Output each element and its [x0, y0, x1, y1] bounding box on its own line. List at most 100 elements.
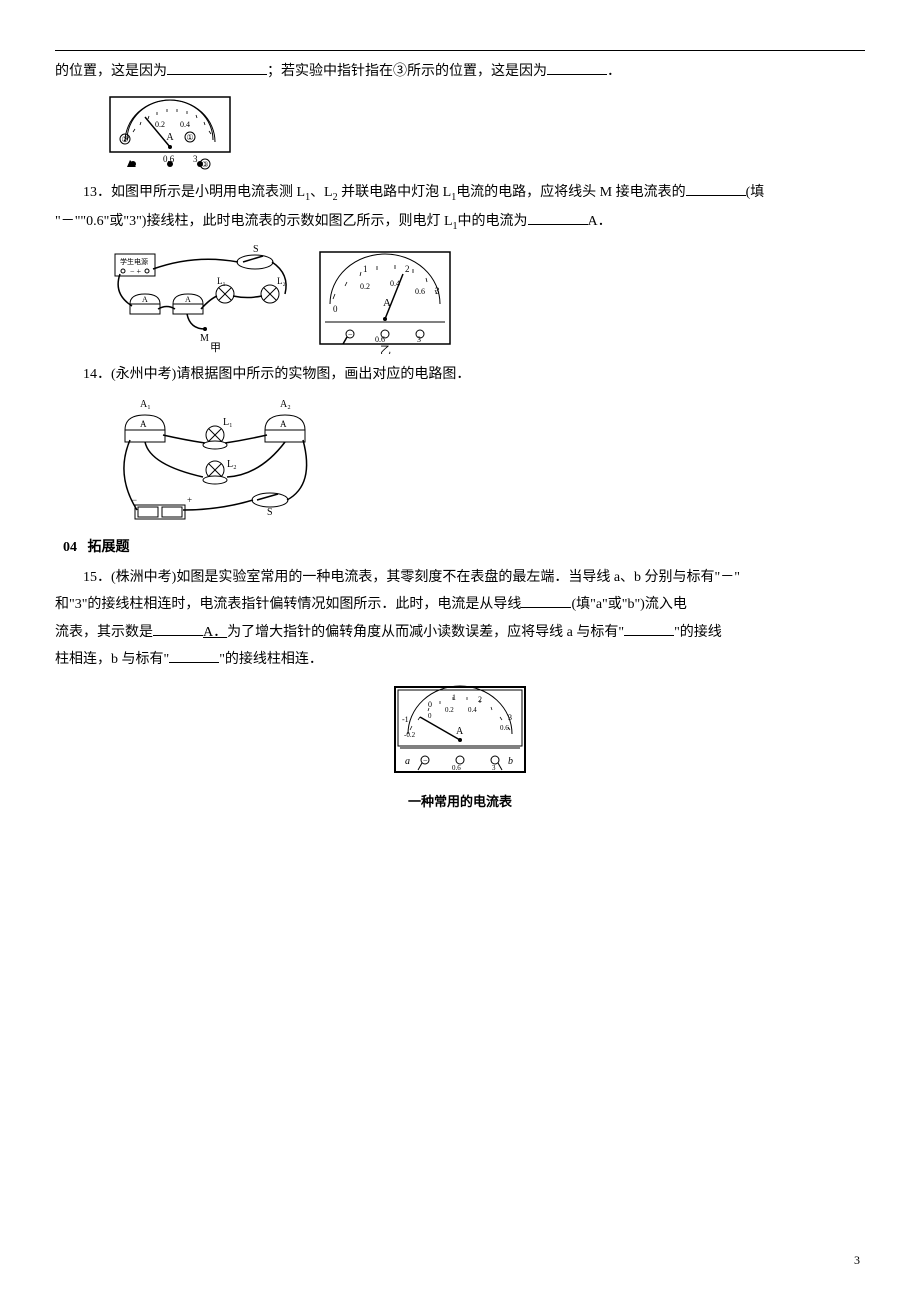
q12-end: ． [607, 64, 621, 79]
svg-text:1: 1 [452, 693, 456, 702]
svg-text:L₂: L₂ [227, 459, 237, 470]
svg-text:3: 3 [193, 154, 198, 164]
circuit-diagram-icon: 学生电源 − + S L₁ L₂ A A M 甲 [105, 244, 465, 354]
svg-text:-0.2: -0.2 [404, 731, 416, 739]
svg-text:S: S [267, 507, 273, 518]
svg-text:0.4: 0.4 [180, 120, 190, 129]
q15-blank4 [169, 649, 219, 663]
q15-blank2 [153, 622, 203, 636]
q13-t2: 、L [310, 185, 333, 200]
svg-text:A: A [140, 419, 147, 429]
q15-t4: 流表，其示数是 [55, 625, 153, 640]
ammeter-icon: 0.2 0.4 A ① ② 0.6 3 ③ [105, 92, 235, 172]
svg-text:A: A [142, 295, 148, 304]
svg-text:0.6: 0.6 [415, 287, 425, 296]
q15-line1: 15．(株洲中考)如图是实验室常用的一种电流表，其零刻度不在表盘的最左端．当导线… [55, 565, 865, 590]
svg-text:b: b [508, 756, 513, 767]
svg-text:L₂: L₂ [277, 276, 286, 286]
section-header: 04 拓展题 [63, 535, 865, 560]
svg-text:M: M [200, 333, 209, 344]
q13-number: 13． [83, 185, 111, 200]
svg-text:③: ③ [201, 160, 208, 169]
q15-t2: 和"3"的接线柱相连时，电流表指针偏转情况如图所示．此时，电流是从导线 [55, 597, 521, 612]
q13-t7: 中的电流为 [458, 214, 528, 229]
q15-t5: A． [203, 625, 227, 640]
svg-text:3: 3 [492, 764, 496, 772]
q13-figure: 学生电源 − + S L₁ L₂ A A M 甲 [105, 244, 865, 354]
svg-text:3: 3 [417, 335, 421, 344]
q13-text: 13．如图甲所示是小明用电流表测 L1、L2 并联电路中灯泡 L1电流的电路，应… [55, 180, 865, 207]
svg-text:A: A [280, 419, 287, 429]
q13-t8: A． [588, 214, 612, 229]
q12-start: 的位置，这是因为 [55, 64, 167, 79]
q13-blank2 [528, 211, 588, 225]
q13-t6: "－""0.6"或"3")接线柱，此时电流表的示数如图乙所示，则电灯 L [55, 214, 453, 229]
svg-text:0.6: 0.6 [452, 764, 461, 772]
svg-text:3: 3 [435, 286, 440, 296]
svg-text:学生电源: 学生电源 [120, 257, 148, 266]
q13-t5: (填 [746, 185, 765, 200]
q12-blank1 [167, 61, 267, 75]
svg-text:− +: − + [130, 267, 142, 276]
q14-content: (永州中考)请根据图中所示的实物图，画出对应的电路图． [111, 367, 470, 382]
q15-caption: 一种常用的电流表 [55, 790, 865, 813]
page-number: 3 [854, 1250, 860, 1272]
q15-line4: 柱相连，b 与标有""的接线柱相连． [55, 647, 865, 672]
svg-text:A: A [166, 132, 174, 143]
q12-figure: 0.2 0.4 A ① ② 0.6 3 ③ [105, 92, 865, 172]
svg-text:0.6: 0.6 [500, 724, 509, 732]
svg-text:L₁: L₁ [223, 417, 233, 428]
svg-text:1: 1 [363, 264, 368, 274]
svg-text:②: ② [121, 135, 128, 144]
q14-text: 14．(永州中考)请根据图中所示的实物图，画出对应的电路图． [55, 362, 865, 387]
q15-t1: (株洲中考)如图是实验室常用的一种电流表，其零刻度不在表盘的最左端．当导线 a、… [111, 570, 740, 585]
svg-text:3: 3 [508, 713, 512, 722]
svg-text:①: ① [186, 133, 193, 142]
svg-text:甲: 甲 [210, 342, 221, 354]
q14-figure: A A₁ A A₂ L₁ L₂ S − + [105, 395, 865, 525]
q12-mid: ；若实验中指针指在③所示的位置，这是因为 [267, 64, 547, 79]
q12-blank2 [547, 61, 607, 75]
svg-text:0: 0 [333, 304, 338, 314]
svg-text:2: 2 [478, 695, 482, 704]
ammeter-large-icon: -1 -0.2 0 1 2 3 0 0.2 0.4 0.6 A a − 0.6 … [390, 682, 530, 777]
q15-number: 15． [83, 570, 111, 585]
svg-text:0.2: 0.2 [155, 120, 165, 129]
q15-t7: 柱相连，b 与标有" [55, 652, 169, 667]
svg-text:−: − [348, 330, 353, 339]
q14-number: 14． [83, 367, 111, 382]
q15-line2: 和"3"的接线柱相连时，电流表指针偏转情况如图所示．此时，电流是从导线 (填"a"… [55, 592, 865, 617]
page-top-rule [55, 50, 865, 51]
q15-t6: "的接线 [674, 625, 722, 640]
svg-text:A: A [456, 726, 464, 737]
section-title: 拓展题 [88, 540, 130, 555]
circuit-physical-icon: A A₁ A A₂ L₁ L₂ S − + [105, 395, 325, 525]
q15-blank1 [521, 594, 571, 608]
svg-text:a: a [405, 756, 410, 767]
q13-text-line2: "－""0.6"或"3")接线柱，此时电流表的示数如图乙所示，则电灯 L1中的电… [55, 209, 865, 236]
svg-text:乙: 乙 [380, 344, 391, 354]
section-num: 04 [63, 540, 77, 555]
svg-text:0.6: 0.6 [375, 335, 385, 344]
svg-text:A: A [185, 295, 191, 304]
q15-t3: (填"a"或"b")流入电 [571, 597, 686, 612]
svg-text:0.2: 0.2 [360, 282, 370, 291]
q13-t4: 电流的电路，应将线头 M 接电流表的 [456, 185, 685, 200]
svg-text:S: S [253, 244, 259, 255]
svg-text:A₁: A₁ [140, 399, 151, 410]
svg-text:−: − [423, 756, 428, 765]
q15-t5b: 为了增大指针的偏转角度从而减小读数误差，应将导线 a 与标有" [227, 625, 624, 640]
q13-t1: 如图甲所示是小明用电流表测 L [111, 185, 305, 200]
q13-blank1 [686, 182, 746, 196]
svg-text:+: + [187, 495, 192, 505]
q13-t3: 并联电路中灯泡 L [338, 185, 452, 200]
svg-text:0.4: 0.4 [468, 706, 477, 714]
q15-line3: 流表，其示数是 A．为了增大指针的偏转角度从而减小读数误差，应将导线 a 与标有"… [55, 620, 865, 645]
svg-text:-1: -1 [402, 715, 409, 724]
svg-text:2: 2 [405, 264, 410, 274]
svg-text:0: 0 [428, 712, 432, 720]
q15-blank3 [624, 622, 674, 636]
q15-figure: -1 -0.2 0 1 2 3 0 0.2 0.4 0.6 A a − 0.6 … [55, 682, 865, 814]
q12-text: 的位置，这是因为 ；若实验中指针指在③所示的位置，这是因为 ． [55, 59, 865, 84]
svg-text:0.2: 0.2 [445, 706, 454, 714]
